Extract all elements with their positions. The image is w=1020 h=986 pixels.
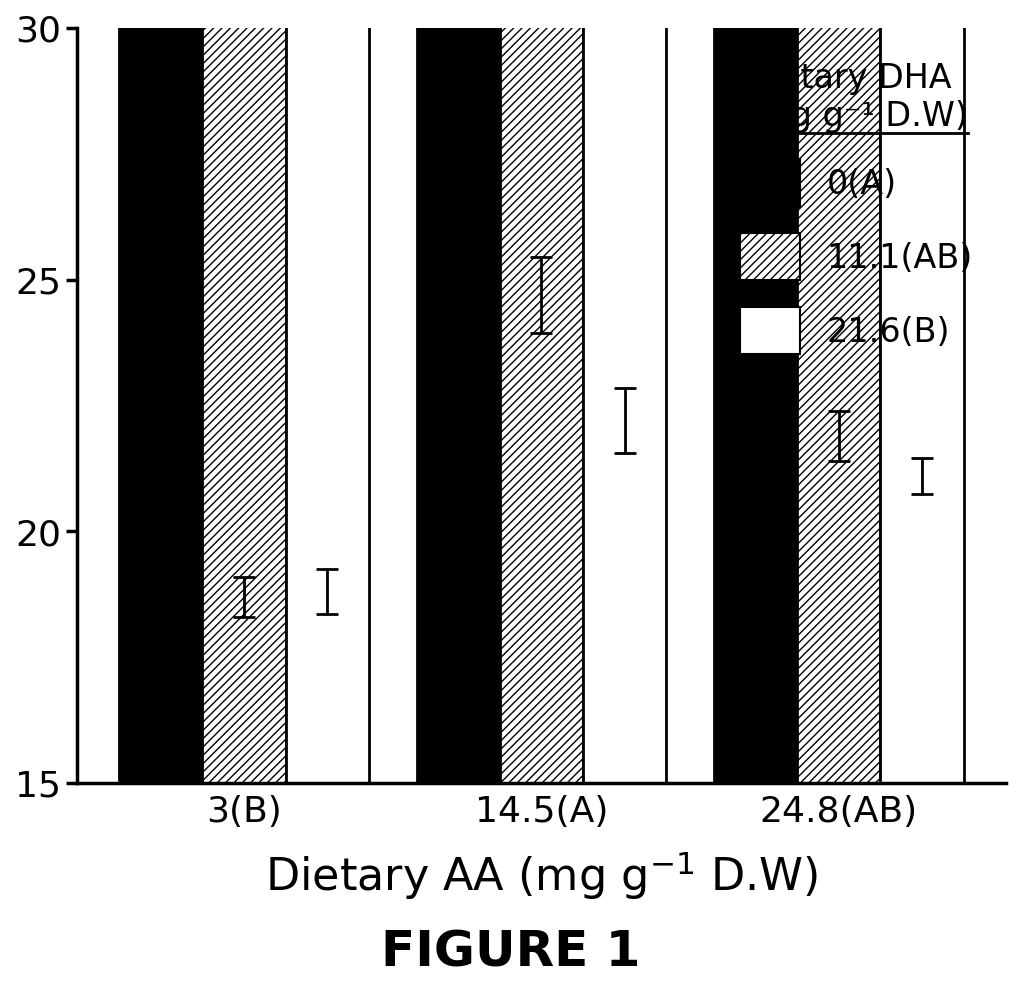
Bar bbox=[416, 0, 500, 783]
Bar bbox=[286, 0, 368, 783]
Bar bbox=[582, 0, 666, 783]
Bar bbox=[119, 0, 202, 783]
Bar bbox=[797, 0, 879, 783]
Text: FIGURE 1: FIGURE 1 bbox=[380, 928, 640, 976]
Bar bbox=[202, 0, 286, 783]
X-axis label: Dietary AA (mg g$^{-1}$ D.W): Dietary AA (mg g$^{-1}$ D.W) bbox=[264, 849, 817, 902]
Bar bbox=[500, 0, 582, 783]
Bar bbox=[713, 0, 797, 783]
Bar bbox=[879, 0, 963, 783]
Legend: 0(A), 11.1(AB), 21.6(B): 0(A), 11.1(AB), 21.6(B) bbox=[722, 45, 988, 371]
